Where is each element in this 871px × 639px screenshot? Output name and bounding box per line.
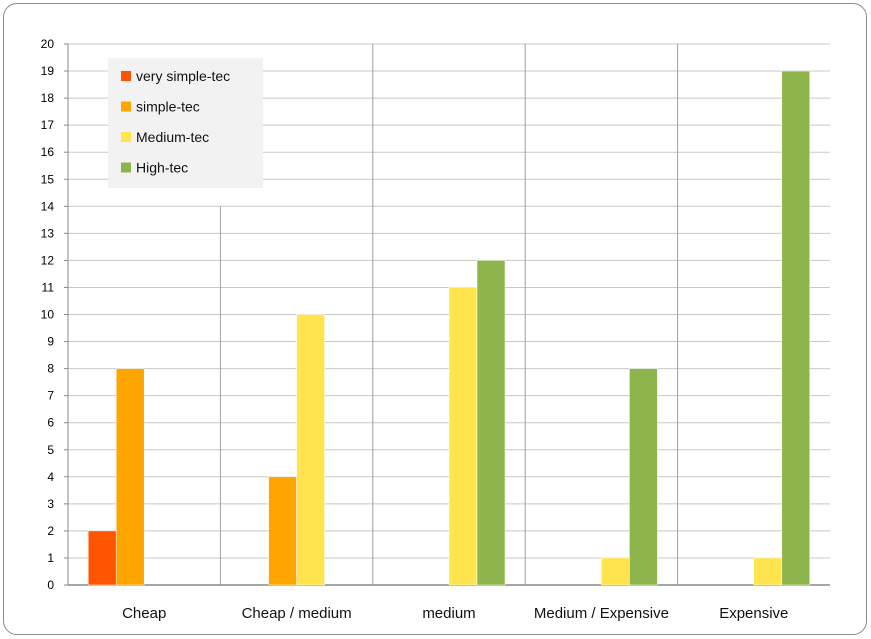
y-tick-label: 12 <box>41 253 55 267</box>
y-tick-label: 9 <box>47 335 54 349</box>
bars <box>87 70 811 586</box>
y-tick-label: 4 <box>47 470 54 484</box>
y-tick-label: 20 <box>41 37 55 51</box>
y-tick-label: 1 <box>47 551 54 565</box>
legend: very simple-tec simple-tec Medium-tec High-… <box>108 58 263 188</box>
legend-box <box>108 58 263 188</box>
bar <box>601 557 630 586</box>
y-tick-label: 7 <box>47 389 54 403</box>
legend-label: Medium-tec <box>136 129 209 145</box>
bar <box>448 287 478 586</box>
y-tick-label: 6 <box>47 416 54 430</box>
x-category-label: Cheap / medium <box>242 605 352 622</box>
y-tick-label: 19 <box>41 64 55 78</box>
x-category-label: Medium / Expensive <box>534 605 669 622</box>
y-tick-label: 8 <box>47 362 54 376</box>
y-tick-label: 14 <box>41 199 55 213</box>
y-tick-label: 2 <box>47 524 54 538</box>
x-category-label: medium <box>422 605 475 622</box>
y-tick-label: 17 <box>41 118 55 132</box>
y-tick-label: 11 <box>42 280 55 294</box>
legend-swatch <box>121 132 131 142</box>
legend-swatch <box>121 71 131 81</box>
y-tick-label: 3 <box>47 497 54 511</box>
y-tick-label: 13 <box>41 226 55 240</box>
legend-label: very simple-tec <box>136 68 230 84</box>
y-tick-label: 0 <box>47 578 54 592</box>
bar <box>781 70 811 586</box>
bar <box>629 368 658 586</box>
y-tick-label: 16 <box>41 145 55 159</box>
legend-label: High-tec <box>136 160 188 176</box>
y-tick-label: 15 <box>41 172 55 186</box>
bar <box>753 557 783 586</box>
x-category-labels: Cheap Cheap / medium medium Medium / Expens… <box>122 605 788 622</box>
bar <box>87 530 117 586</box>
y-tick-label: 18 <box>41 91 55 105</box>
legend-swatch <box>121 162 131 173</box>
legend-swatch <box>121 101 131 112</box>
bar <box>268 476 297 586</box>
bar <box>476 260 506 586</box>
legend-label: simple-tec <box>136 99 200 115</box>
category-separators <box>219 44 679 585</box>
y-tick-label: 5 <box>47 443 54 457</box>
bar <box>115 368 145 586</box>
y-tick-label: 10 <box>41 308 55 322</box>
x-category-label: Cheap <box>122 605 166 622</box>
bar <box>296 314 325 586</box>
x-category-label: Expensive <box>719 605 788 622</box>
